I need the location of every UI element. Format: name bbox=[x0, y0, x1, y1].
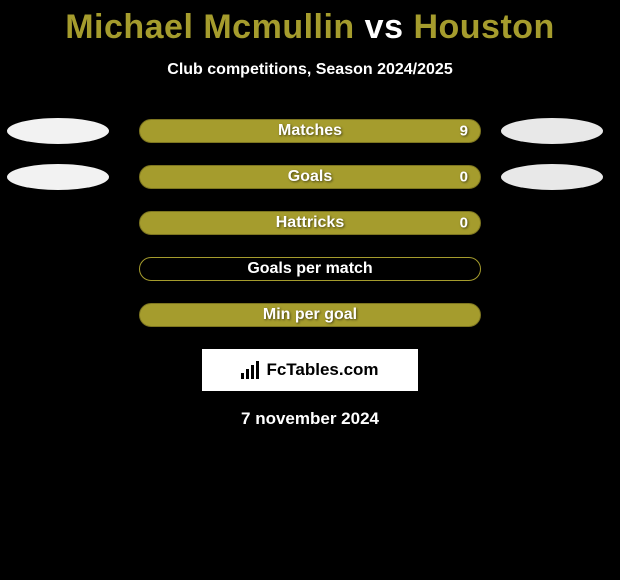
stat-row: Goals 0 bbox=[0, 165, 620, 189]
date-text: 7 november 2024 bbox=[0, 409, 620, 429]
stat-bar: Goals 0 bbox=[139, 165, 481, 189]
stat-value: 0 bbox=[460, 215, 468, 232]
infographic-container: Michael Mcmullin vs Houston Club competi… bbox=[0, 0, 620, 580]
stat-bar: Goals per match bbox=[139, 257, 481, 281]
right-ellipse bbox=[501, 164, 603, 190]
stat-value: 9 bbox=[460, 123, 468, 140]
stat-value: 0 bbox=[460, 169, 468, 186]
logo-text: FcTables.com bbox=[266, 360, 378, 380]
stat-row: Goals per match bbox=[0, 257, 620, 281]
left-ellipse bbox=[7, 164, 109, 190]
stat-row: Hattricks 0 bbox=[0, 211, 620, 235]
stat-row: Min per goal bbox=[0, 303, 620, 327]
subtitle: Club competitions, Season 2024/2025 bbox=[0, 61, 620, 79]
left-ellipse bbox=[7, 118, 109, 144]
stat-rows: Matches 9 Goals 0 Hattricks 0 Goals per match M… bbox=[0, 119, 620, 327]
stat-row: Matches 9 bbox=[0, 119, 620, 143]
stat-bar: Min per goal bbox=[139, 303, 481, 327]
title-separator: vs bbox=[365, 8, 404, 46]
title-player: Michael Mcmullin bbox=[65, 8, 355, 46]
stat-label: Min per goal bbox=[263, 306, 357, 324]
bar-chart-icon bbox=[241, 361, 259, 379]
stat-label: Hattricks bbox=[276, 214, 344, 232]
logo-box: FcTables.com bbox=[202, 349, 418, 391]
stat-label: Matches bbox=[278, 122, 342, 140]
page-title: Michael Mcmullin vs Houston bbox=[0, 0, 620, 47]
stat-label: Goals bbox=[288, 168, 332, 186]
stat-label: Goals per match bbox=[247, 260, 372, 278]
right-ellipse bbox=[501, 118, 603, 144]
stat-bar: Hattricks 0 bbox=[139, 211, 481, 235]
stat-bar: Matches 9 bbox=[139, 119, 481, 143]
title-opponent: Houston bbox=[413, 8, 554, 46]
